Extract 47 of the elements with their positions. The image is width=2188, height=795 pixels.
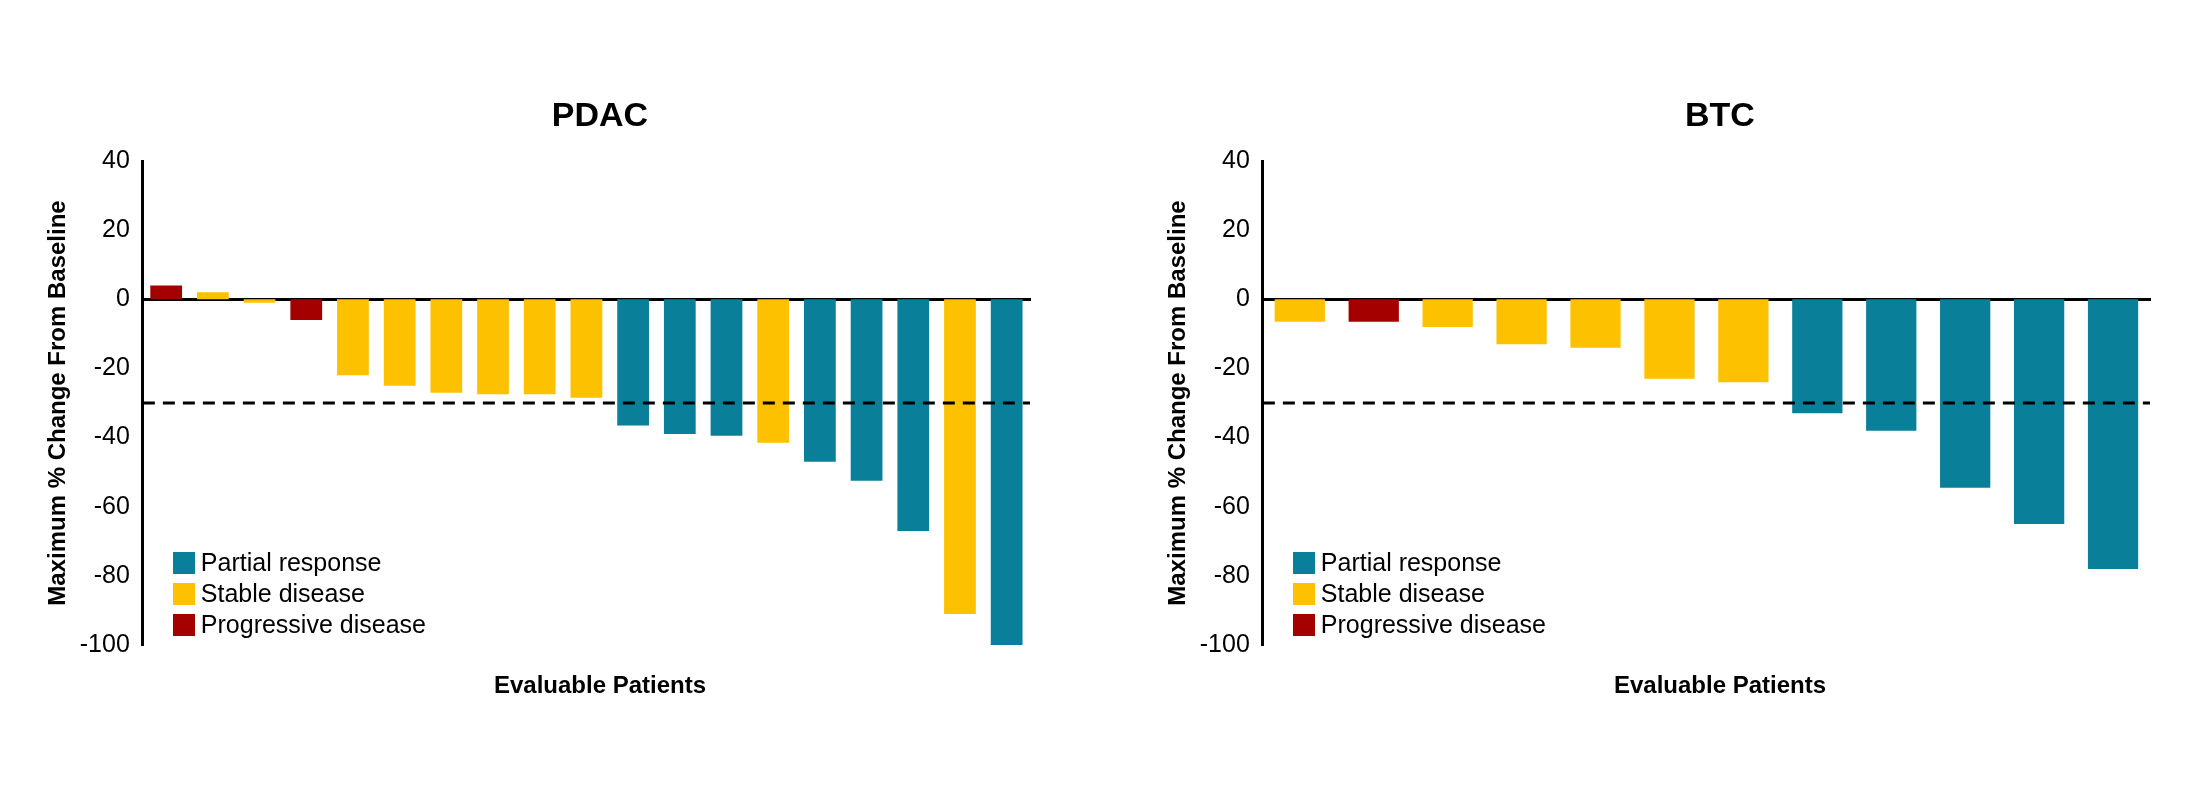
bar (804, 299, 836, 462)
y-tick-label: -80 (93, 559, 130, 588)
bar (570, 299, 603, 398)
y-tick-label: -20 (93, 352, 130, 381)
legend-label: Stable disease (200, 578, 365, 609)
bar (663, 299, 696, 435)
y-axis-title: Maximum % Change From Baseline (43, 200, 71, 606)
y-tick-label: 20 (1222, 214, 1250, 243)
y-tick-label: -40 (93, 421, 130, 450)
y-tick-label: -60 (93, 490, 130, 519)
bar (523, 299, 556, 395)
chart-title: PDAC (550, 95, 650, 135)
y-tick-label: 0 (115, 283, 130, 312)
bar (150, 285, 183, 300)
bar (850, 299, 883, 481)
chart-title: BTC (1684, 95, 1756, 135)
y-tick-label: -40 (1213, 421, 1250, 450)
y-tick-label: -20 (1213, 352, 1250, 381)
y-axis-title: Maximum % Change From Baseline (1163, 200, 1191, 606)
bar (617, 299, 649, 426)
y-tick-label: 40 (102, 144, 130, 173)
bar (990, 299, 1023, 645)
bar (897, 299, 930, 531)
y-tick-label: -60 (1213, 490, 1250, 519)
bar (430, 299, 463, 393)
y-tick-label: -100 (79, 628, 130, 657)
y-tick-label: 0 (1235, 283, 1250, 312)
legend-label: Stable disease (1320, 578, 1485, 609)
bar (757, 299, 790, 443)
bar (383, 299, 416, 386)
x-axis-title: Evaluable Patients (492, 671, 708, 699)
legend-label: Partial response (200, 547, 382, 578)
legend-label: Partial response (1320, 547, 1502, 578)
bar (710, 299, 743, 436)
y-tick-label: 20 (102, 214, 130, 243)
legend-label: Progressive disease (200, 609, 426, 640)
bar (197, 292, 229, 300)
legend-label: Progressive disease (1320, 609, 1546, 640)
y-tick-label: 40 (1222, 144, 1250, 173)
y-tick-label: -80 (1213, 559, 1250, 588)
bar (944, 299, 976, 614)
bar (477, 299, 509, 395)
bar (290, 299, 323, 321)
x-axis-title: Evaluable Patients (1612, 671, 1828, 699)
y-tick-label: -100 (1199, 628, 1250, 657)
bar (243, 299, 276, 303)
bar (337, 299, 369, 376)
